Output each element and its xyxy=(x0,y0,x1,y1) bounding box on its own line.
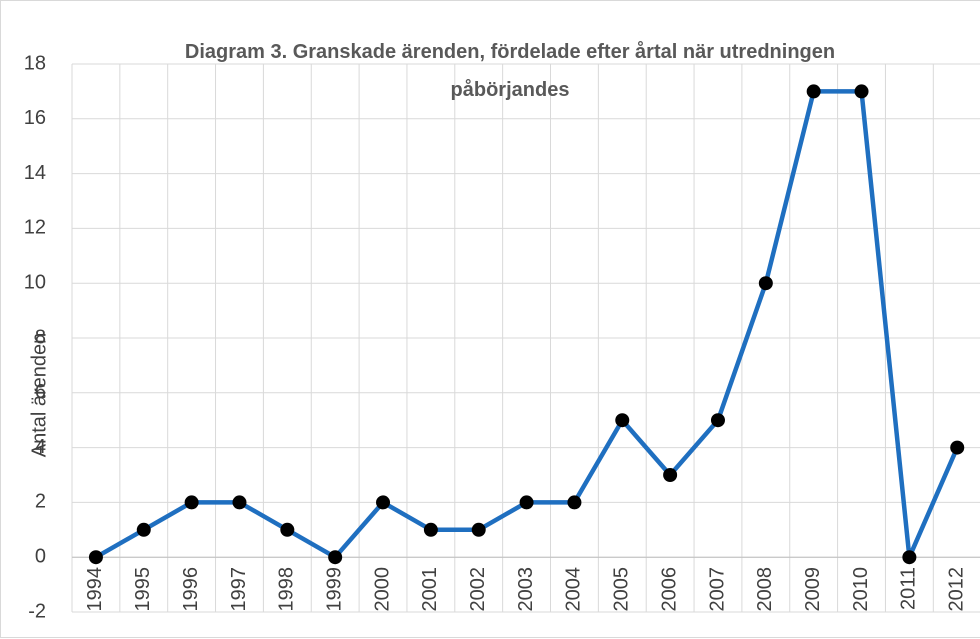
data-point xyxy=(854,84,869,99)
y-tick-label: 8 xyxy=(35,326,46,348)
y-tick-label: 16 xyxy=(24,107,46,129)
x-tick-label: 2005 xyxy=(611,567,633,612)
x-tick-label: 1998 xyxy=(276,567,298,612)
data-point xyxy=(902,550,917,565)
x-tick-label: 2008 xyxy=(754,567,776,612)
chart-title: Diagram 3. Granskade ärenden, fördelade … xyxy=(184,41,836,101)
x-tick-label: 2000 xyxy=(371,567,393,612)
x-tick-label: 1994 xyxy=(84,567,106,612)
y-tick-label: 6 xyxy=(35,381,46,403)
data-point xyxy=(567,495,582,510)
x-tick-label: 2003 xyxy=(515,567,537,612)
x-tick-label: 2009 xyxy=(802,567,824,612)
x-tick-label: 2010 xyxy=(850,567,872,612)
x-tick-label: 1999 xyxy=(323,567,345,612)
x-tick-label: 1997 xyxy=(228,567,250,612)
x-tick-label: 1996 xyxy=(180,567,202,612)
y-tick-label: 18 xyxy=(24,52,46,74)
x-tick-label: 2011 xyxy=(898,567,920,610)
data-point xyxy=(519,495,534,510)
y-axis-label: Antal ärenden xyxy=(28,333,50,458)
data-point xyxy=(663,468,678,482)
x-tick-label: 2004 xyxy=(563,567,585,612)
x-tick-label: 2007 xyxy=(706,567,728,612)
data-point xyxy=(88,550,103,565)
data-point xyxy=(184,495,199,510)
data-point xyxy=(758,276,773,291)
y-tick-label: 12 xyxy=(24,217,46,239)
x-tick-label: 2002 xyxy=(467,567,489,612)
data-point xyxy=(280,522,295,537)
data-point xyxy=(615,413,630,428)
x-tick-label: 2012 xyxy=(946,567,968,612)
y-tick-label: 4 xyxy=(35,436,46,458)
data-point xyxy=(950,440,965,455)
data-point xyxy=(710,413,725,428)
data-point xyxy=(232,495,247,510)
y-tick-label: 2 xyxy=(35,491,46,513)
y-tick-label: 0 xyxy=(35,545,46,567)
data-point xyxy=(328,550,343,565)
data-point xyxy=(423,522,438,537)
x-tick-label: 2006 xyxy=(658,567,680,612)
x-tick-label: 2001 xyxy=(419,567,441,612)
data-point xyxy=(471,522,486,537)
y-tick-label: 14 xyxy=(24,162,46,184)
y-tick-label: -2 xyxy=(28,600,46,622)
data-point xyxy=(806,84,821,99)
data-point xyxy=(136,522,151,537)
y-tick-label: 10 xyxy=(24,271,46,293)
data-point xyxy=(376,495,391,510)
x-tick-label: 1995 xyxy=(132,567,154,612)
